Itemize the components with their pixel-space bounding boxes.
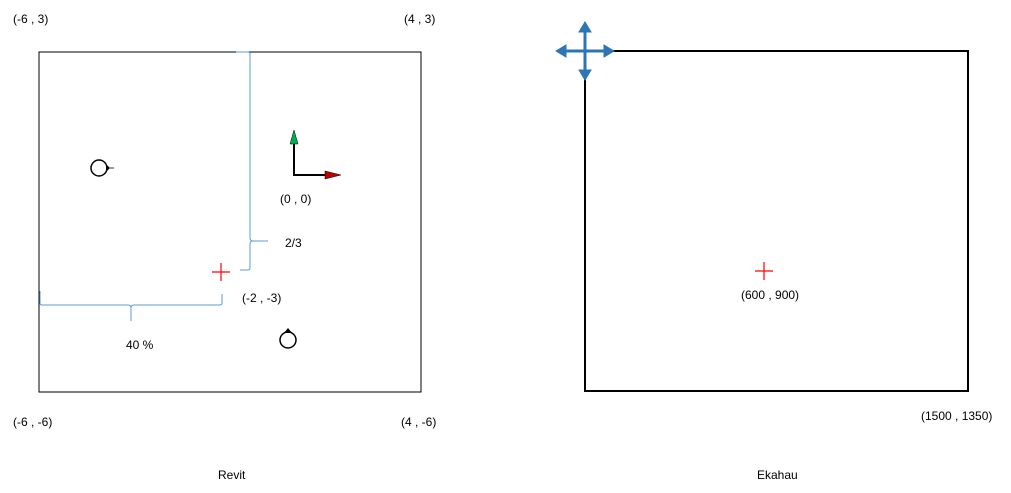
ekahau-point-label: (600 , 900) [741, 288, 799, 302]
revit-panel: (-6 , 3) (4 , 3) (-6 , -6) (4 , -6) (0 ,… [13, 12, 436, 482]
point-label: (-2 , -3) [242, 291, 281, 305]
ekahau-caption: Ekahau [757, 468, 798, 482]
horizontal-fraction-label: 40 % [126, 338, 154, 352]
origin-axes-icon [289, 129, 342, 180]
circle-marker-icon [90, 159, 114, 177]
x-axis-arrow-icon [324, 170, 342, 180]
origin-label: (0 , 0) [280, 192, 311, 206]
ekahau-panel: (600 , 900) (1500 , 1350) Ekahau [555, 21, 992, 482]
revit-caption: Revit [218, 468, 246, 482]
point-marker-icon [755, 262, 773, 280]
point-marker-icon [212, 263, 230, 281]
vertical-brace [236, 51, 268, 271]
revit-frame [38, 51, 422, 393]
move-icon [555, 21, 615, 81]
y-axis-arrow-icon [289, 129, 299, 145]
revit-corner-bottom-right: (4 , -6) [401, 415, 436, 429]
horizontal-brace [39, 291, 223, 321]
revit-corner-top-right: (4 , 3) [404, 12, 435, 26]
circle-marker-icon [279, 328, 297, 349]
vertical-fraction-label: 2/3 [285, 236, 302, 250]
revit-corner-bottom-left: (-6 , -6) [13, 415, 52, 429]
ekahau-corner-bottom-right: (1500 , 1350) [921, 409, 992, 423]
ekahau-frame [584, 50, 969, 392]
revit-corner-top-left: (-6 , 3) [13, 12, 48, 26]
